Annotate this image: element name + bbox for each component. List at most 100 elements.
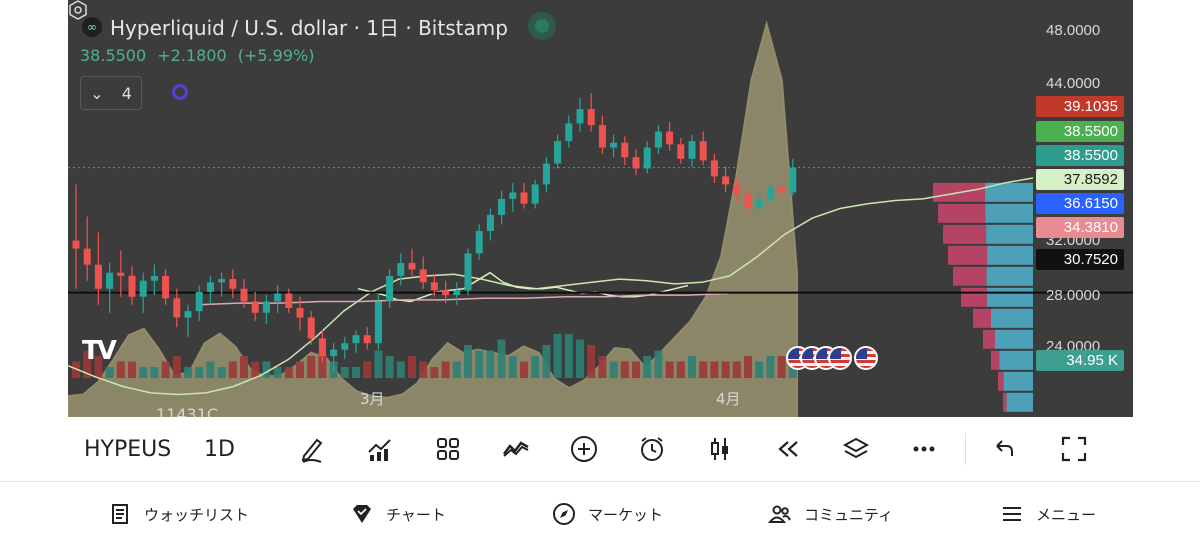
watchlist-icon xyxy=(112,504,128,524)
layouts-button[interactable] xyxy=(430,431,466,467)
settings-icon[interactable] xyxy=(68,0,88,20)
nav-item-menu[interactable]: メニュー xyxy=(1000,492,1096,536)
candle-body xyxy=(251,301,259,313)
volume-profile-sell-bar xyxy=(1003,392,1007,412)
volume-profile-buy-bar xyxy=(1006,392,1033,412)
volume-tag: 34.95 K xyxy=(1036,350,1124,371)
nav-item-chart[interactable]: チャート xyxy=(350,492,446,536)
volume-profile-buy-bar xyxy=(986,224,1033,244)
indicator-line xyxy=(357,271,689,303)
nav-item-community[interactable]: コミュニティ xyxy=(768,492,893,536)
nav-item-watchlist[interactable]: ウォッチリスト xyxy=(108,492,249,536)
y-tick: 44.0000 xyxy=(1046,75,1101,92)
compare-button[interactable] xyxy=(498,431,534,467)
volume-bar xyxy=(94,356,103,378)
volume-bar xyxy=(408,356,416,378)
undo-button[interactable] xyxy=(986,431,1022,467)
volume-bar xyxy=(542,345,551,378)
candle-body xyxy=(632,157,640,169)
candle-body xyxy=(83,248,91,265)
price-change-pct: (+5.99%) xyxy=(237,46,315,65)
nav-item-market[interactable]: マーケット xyxy=(552,492,663,536)
volume-bar xyxy=(520,361,528,378)
candle-body xyxy=(677,144,685,159)
volume-bar xyxy=(766,356,775,378)
volume-profile-buy-bar xyxy=(985,203,1033,223)
nav-label: メニュー xyxy=(1036,505,1097,524)
volume-bar xyxy=(307,356,316,378)
candle-body xyxy=(330,349,338,357)
candle-body xyxy=(778,187,786,193)
candle-body xyxy=(94,264,102,289)
indicators-count: 4 xyxy=(121,83,132,103)
candle-body xyxy=(475,230,483,254)
indicators-toggle-button[interactable]: ⌄ 4 xyxy=(80,76,142,110)
candle-body xyxy=(755,198,763,207)
timeframe-button[interactable]: 1D xyxy=(204,437,235,462)
volume-bar xyxy=(128,361,136,378)
layers-button[interactable] xyxy=(838,431,874,467)
price-tag: 38.5500 xyxy=(1036,121,1124,142)
volume-profile-buy-bar xyxy=(991,308,1033,328)
chart-icon xyxy=(353,505,371,523)
nav-label: チャート xyxy=(386,505,446,524)
candle-body xyxy=(542,163,550,185)
legend-title: ∞ Hyperliquid / U.S. dollar · 1日 · Bitst… xyxy=(82,12,508,41)
volume-bar xyxy=(430,367,439,378)
volume-bar xyxy=(139,367,148,378)
price-tag: 36.6150 xyxy=(1036,193,1124,214)
replay-button[interactable] xyxy=(770,431,806,467)
volume-profile-sell-bar xyxy=(948,245,988,265)
volume-bar xyxy=(486,350,495,378)
ghost-text: 11431C xyxy=(156,405,219,417)
candle-body xyxy=(184,311,192,318)
candle-body xyxy=(363,335,371,344)
drawing-tools-button[interactable] xyxy=(294,431,330,467)
indicators-icon xyxy=(368,439,391,461)
candle-body xyxy=(296,307,304,318)
candle-body xyxy=(352,335,360,344)
symbol-title: Hyperliquid / U.S. dollar · 1日 · Bitstam… xyxy=(110,16,508,40)
volume-bar xyxy=(553,334,562,378)
price-tag: 39.1035 xyxy=(1036,96,1124,117)
volume-bar xyxy=(475,350,484,378)
volume-bar xyxy=(318,350,327,378)
candle-body xyxy=(262,301,270,313)
alarm-clock-icon xyxy=(641,437,663,461)
volume-bar xyxy=(710,361,719,378)
candle-body xyxy=(117,272,125,276)
volume-profile-buy-bar xyxy=(995,329,1033,349)
fullscreen-button[interactable] xyxy=(1056,431,1092,467)
volume-bar xyxy=(744,356,752,378)
candle-body xyxy=(374,301,382,344)
us-flag-event-icon[interactable] xyxy=(854,346,878,370)
volume-profile-sell-bar xyxy=(961,287,987,307)
bottom-navigation: ウォッチリスト チャート マーケット コミュニティ メニュー xyxy=(0,481,1200,556)
volume-profile-sell-bar xyxy=(983,329,995,349)
us-flag-event-icon[interactable] xyxy=(828,346,852,370)
volume-bar xyxy=(284,367,293,378)
volume-profile-buy-bar xyxy=(985,182,1033,202)
chart-toolbar: HYPEUS 1D xyxy=(68,417,1133,481)
refresh-icon[interactable] xyxy=(172,84,188,100)
candle-body xyxy=(666,131,674,145)
x-tick: 4月 xyxy=(716,390,741,408)
alert-button[interactable] xyxy=(634,431,670,467)
candle-body xyxy=(509,192,517,199)
volume-bar xyxy=(464,345,472,378)
candle-body xyxy=(554,141,562,164)
chart-area[interactable]: ∞ Hyperliquid / U.S. dollar · 1日 · Bitst… xyxy=(68,0,1133,417)
candle-body xyxy=(453,290,461,296)
indicators-button[interactable] xyxy=(362,431,398,467)
candle-body xyxy=(442,290,450,296)
chart-type-button[interactable] xyxy=(702,431,738,467)
compass-icon xyxy=(553,503,575,525)
price-chart-svg[interactable] xyxy=(68,0,1133,417)
add-button[interactable] xyxy=(566,431,602,467)
layers-icon xyxy=(842,437,870,459)
symbol-button[interactable]: HYPEUS xyxy=(84,437,172,462)
y-tick: 48.0000 xyxy=(1046,22,1101,39)
more-button[interactable] xyxy=(906,431,942,467)
volume-bar xyxy=(688,356,696,378)
candle-body xyxy=(520,192,528,204)
